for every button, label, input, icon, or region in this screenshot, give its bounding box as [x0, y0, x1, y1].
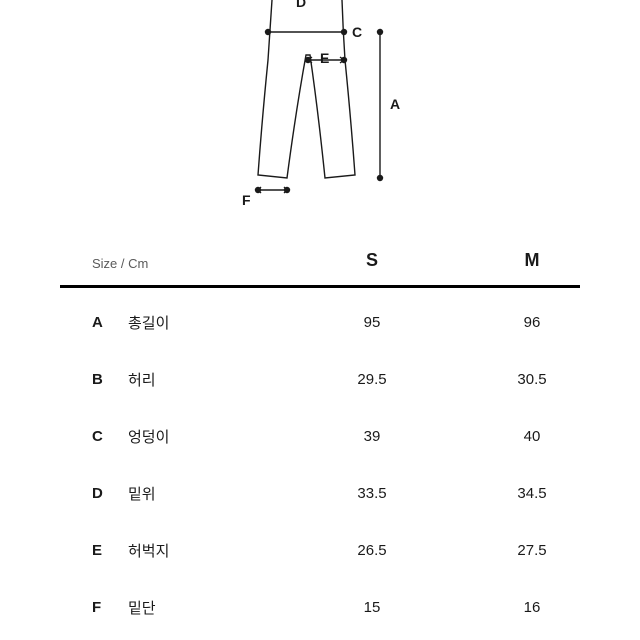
- table-row: F 밑단 15 16: [60, 579, 580, 636]
- pants-diagram: D C E A F: [210, 0, 430, 230]
- table-row: D 밑위 33.5 34.5: [60, 465, 580, 522]
- row-letter: C: [92, 428, 128, 445]
- row-value-s: 39: [292, 428, 452, 445]
- table-row: A 총길이 95 96: [60, 294, 580, 351]
- row-value-m: 27.5: [452, 542, 612, 559]
- row-label: 허리: [128, 369, 292, 390]
- row-label: 밑단: [128, 597, 292, 618]
- header-units-label: Size / Cm: [92, 256, 292, 271]
- row-letter: B: [92, 371, 128, 388]
- diagram-label-d: D: [296, 0, 306, 10]
- row-label: 허벅지: [128, 540, 292, 561]
- row-value-m: 34.5: [452, 485, 612, 502]
- row-letter: E: [92, 542, 128, 559]
- table-row: C 엉덩이 39 40: [60, 408, 580, 465]
- size-table: Size / Cm S M A 총길이 95 96 B 허리 29.5 30.5…: [60, 250, 580, 636]
- diagram-label-a: A: [390, 96, 400, 112]
- table-body: A 총길이 95 96 B 허리 29.5 30.5 C 엉덩이 39 40 D…: [60, 288, 580, 636]
- row-value-s: 33.5: [292, 485, 452, 502]
- row-letter: F: [92, 599, 128, 616]
- row-label: 엉덩이: [128, 426, 292, 447]
- size-chart-container: D C E A F Size / Cm S M A 총길이 95 96 B 허리…: [0, 0, 640, 640]
- row-value-m: 30.5: [452, 371, 612, 388]
- row-letter: D: [92, 485, 128, 502]
- row-letter: A: [92, 314, 128, 331]
- row-value-m: 96: [452, 314, 612, 331]
- diagram-label-e: E: [320, 50, 329, 66]
- header-size-s: S: [292, 250, 452, 271]
- row-label: 밑위: [128, 483, 292, 504]
- header-size-m: M: [452, 250, 612, 271]
- row-value-s: 15: [292, 599, 452, 616]
- row-value-m: 16: [452, 599, 612, 616]
- row-value-m: 40: [452, 428, 612, 445]
- row-value-s: 29.5: [292, 371, 452, 388]
- diagram-label-f: F: [242, 192, 251, 208]
- table-row: E 허벅지 26.5 27.5: [60, 522, 580, 579]
- table-row: B 허리 29.5 30.5: [60, 351, 580, 408]
- table-header: Size / Cm S M: [60, 250, 580, 285]
- diagram-label-c: C: [352, 24, 362, 40]
- row-value-s: 26.5: [292, 542, 452, 559]
- row-label: 총길이: [128, 312, 292, 333]
- row-value-s: 95: [292, 314, 452, 331]
